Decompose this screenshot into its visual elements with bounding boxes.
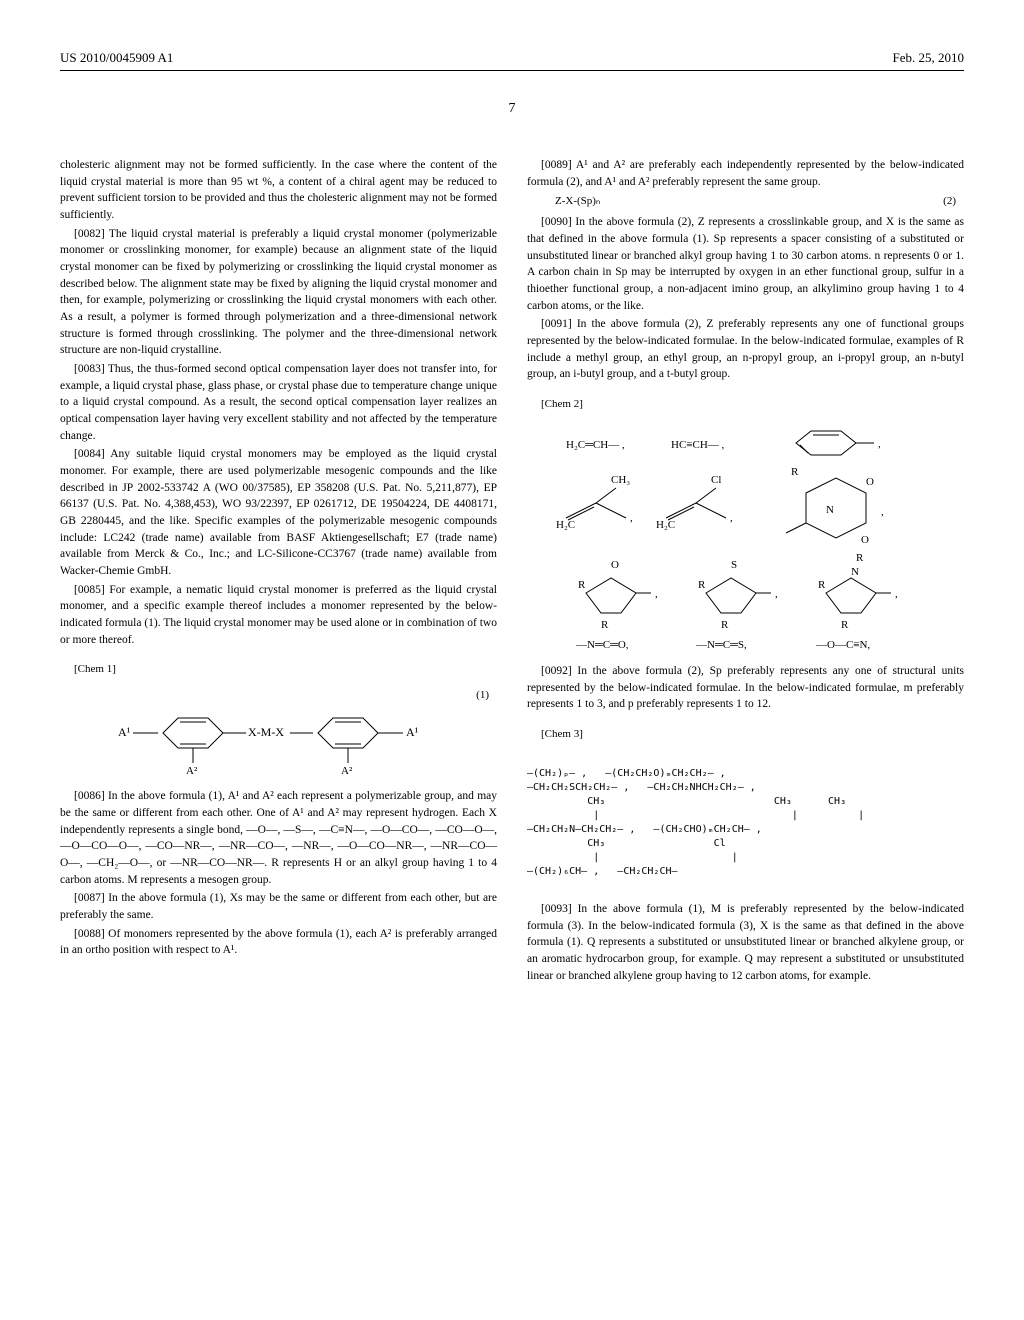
svg-text:Cl: Cl: [711, 474, 721, 486]
left-column: cholesteric alignment may not be formed …: [60, 157, 497, 986]
svg-text:R: R: [601, 619, 609, 631]
para-0082: [0082] The liquid crystal material is pr…: [60, 226, 497, 359]
svg-text:H₂C═CH— ,: H₂C═CH— ,: [566, 439, 625, 451]
chem3-line3a: CH₃ CH₃ CH₃: [527, 796, 846, 807]
formula2: Z-X-(Sp)ₙ (2): [527, 194, 964, 210]
svg-text:N: N: [826, 504, 834, 516]
svg-text:N: N: [851, 566, 859, 578]
para-num: [0082]: [74, 228, 105, 240]
para-num: [0088]: [74, 928, 105, 940]
chem3-line4b: | |: [527, 852, 738, 863]
svg-text:O: O: [861, 534, 869, 546]
svg-text:A¹: A¹: [118, 725, 131, 739]
para-text: In the above formula (1), A¹ and A² each…: [60, 790, 497, 885]
chem1-label: [Chem 1]: [60, 662, 497, 678]
para-num: [0090]: [541, 216, 572, 228]
publication-number: US 2010/0045909 A1: [60, 50, 173, 66]
chem1-svg: A¹ A² X-M-X A² A¹: [108, 688, 428, 778]
chem2-svg: H₂C═CH— , HC≡CH— , , CH₃ H₂C , Cl: [556, 423, 936, 653]
svg-text:H₂C: H₂C: [656, 519, 675, 531]
svg-text:R: R: [698, 579, 706, 591]
svg-text:R: R: [841, 619, 849, 631]
formula2-number: (2): [915, 194, 956, 210]
svg-text:CH₃: CH₃: [611, 474, 630, 486]
formula2-text: Z-X-(Sp)ₙ: [555, 195, 600, 207]
svg-text:HC≡CH— ,: HC≡CH— ,: [671, 439, 725, 451]
para-0083: [0083] Thus, the thus-formed second opti…: [60, 361, 497, 444]
para-0093: [0093] In the above formula (1), M is pr…: [527, 901, 964, 984]
svg-text:H₂C: H₂C: [556, 519, 575, 531]
chem3-label: [Chem 3]: [527, 727, 964, 743]
para-0090: [0090] In the above formula (2), Z repre…: [527, 214, 964, 314]
svg-text:A¹: A¹: [406, 725, 419, 739]
chem3-structure: —(CH₂)ₚ— , —(CH₂CH₂O)ₘCH₂CH₂— , —CH₂CH₂S…: [527, 753, 964, 893]
para-0092: [0092] In the above formula (2), Sp pref…: [527, 663, 964, 713]
para-num: [0089]: [541, 159, 572, 171]
chem3-line1: —(CH₂)ₚ— , —(CH₂CH₂O)ₘCH₂CH₂— ,: [527, 768, 726, 779]
svg-text:O: O: [611, 559, 619, 571]
para-text: In the above formula (1), Xs may be the …: [60, 892, 497, 921]
para-0086: [0086] In the above formula (1), A¹ and …: [60, 788, 497, 888]
chem3-line4a: CH₃ Cl: [527, 838, 726, 849]
page-number: 7: [60, 101, 964, 117]
para-text: Thus, the thus-formed second optical com…: [60, 363, 497, 442]
svg-text:R: R: [856, 552, 864, 564]
chem3-line2: —CH₂CH₂SCH₂CH₂— , —CH₂CH₂NHCH₂CH₂— ,: [527, 782, 756, 793]
para-text: The liquid crystal material is preferabl…: [60, 228, 497, 357]
svg-text:,: ,: [895, 588, 898, 600]
content-columns: cholesteric alignment may not be formed …: [60, 157, 964, 986]
para-text: Of monomers represented by the above for…: [60, 928, 497, 957]
para-num: [0087]: [74, 892, 105, 904]
para-text: In the above formula (2), Z represents a…: [527, 216, 964, 311]
svg-text:A²: A²: [341, 765, 353, 777]
svg-text:S: S: [731, 559, 737, 571]
svg-text:—O—C≡N,: —O—C≡N,: [815, 639, 870, 651]
para-num: [0085]: [74, 584, 105, 596]
para-text: Any suitable liquid crystal monomers may…: [60, 448, 497, 577]
svg-text:R: R: [721, 619, 729, 631]
para-text: In the above formula (2), Z preferably r…: [527, 318, 964, 380]
para-text: In the above formula (1), M is preferabl…: [527, 903, 964, 982]
chem2-structure: H₂C═CH— , HC≡CH— , , CH₃ H₂C , Cl: [527, 423, 964, 653]
para-0091: [0091] In the above formula (2), Z prefe…: [527, 316, 964, 383]
chem2-label: [Chem 2]: [527, 397, 964, 413]
page-header: US 2010/0045909 A1 Feb. 25, 2010: [60, 50, 964, 71]
svg-text:X-M-X: X-M-X: [248, 725, 284, 739]
svg-text:—N═C═S,: —N═C═S,: [695, 639, 747, 651]
svg-text:—N═C═O,: —N═C═O,: [575, 639, 629, 651]
para-text: In the above formula (2), Sp preferably …: [527, 665, 964, 710]
para-num: [0091]: [541, 318, 572, 330]
formula1-number: (1): [476, 688, 489, 704]
chem3-line4c: —(CH₂)₆CH— , —CH₂CH₂CH—: [527, 866, 678, 877]
chem1-structure: (1) A¹ A² X-M-X A² A¹: [60, 688, 497, 778]
chem3-line3b: | | |: [527, 810, 864, 821]
svg-text:A²: A²: [186, 765, 198, 777]
svg-text:,: ,: [630, 512, 633, 524]
chem3-line3c: —CH₂CH₂N—CH₂CH₂— , —(CH₂CHO)ₘCH₂CH— ,: [527, 824, 762, 835]
para-0089: [0089] A¹ and A² are preferably each ind…: [527, 157, 964, 190]
svg-text:,: ,: [730, 512, 733, 524]
para-num: [0086]: [74, 790, 105, 802]
right-column: [0089] A¹ and A² are preferably each ind…: [527, 157, 964, 986]
para-num: [0093]: [541, 903, 572, 915]
para-num: [0092]: [541, 665, 572, 677]
para-num: [0083]: [74, 363, 105, 375]
para-0085: [0085] For example, a nematic liquid cry…: [60, 582, 497, 649]
svg-text:R: R: [818, 579, 826, 591]
svg-text:R: R: [578, 579, 586, 591]
svg-text:,: ,: [775, 588, 778, 600]
svg-text:,: ,: [881, 506, 884, 518]
para-0088: [0088] Of monomers represented by the ab…: [60, 926, 497, 959]
para-num: [0084]: [74, 448, 105, 460]
para-0087: [0087] In the above formula (1), Xs may …: [60, 890, 497, 923]
svg-text:,: ,: [878, 438, 881, 450]
publication-date: Feb. 25, 2010: [893, 50, 965, 66]
para-0081-cont: cholesteric alignment may not be formed …: [60, 157, 497, 224]
svg-text:O: O: [866, 476, 874, 488]
para-text: For example, a nematic liquid crystal mo…: [60, 584, 497, 646]
para-0084: [0084] Any suitable liquid crystal monom…: [60, 446, 497, 579]
para-text: A¹ and A² are preferably each independen…: [527, 159, 964, 188]
svg-text:,: ,: [655, 588, 658, 600]
svg-text:R: R: [791, 466, 799, 478]
